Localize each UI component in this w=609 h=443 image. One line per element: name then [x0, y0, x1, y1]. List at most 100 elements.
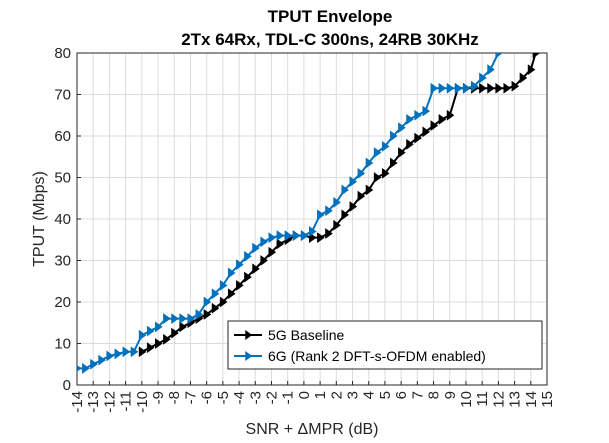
data-point-marker [260, 236, 269, 248]
y-tick-label: 40 [54, 211, 71, 228]
x-tick-label: -3 [247, 391, 264, 404]
data-point-marker [462, 82, 471, 94]
legend-label-6g: 6G (Rank 2 DFT-s-OFDM enabled) [268, 348, 486, 364]
data-point-marker [422, 105, 431, 117]
x-tick-label: 0 [296, 391, 313, 399]
x-tick-label: -7 [182, 391, 199, 404]
x-tick-label: 7 [409, 391, 426, 399]
x-tick-label: 8 [426, 391, 443, 399]
data-point-marker [333, 219, 341, 231]
y-tick-label: 80 [54, 45, 71, 62]
data-point-marker [130, 346, 139, 358]
x-tick-label: -4 [231, 391, 248, 404]
data-point-marker [414, 132, 423, 144]
data-point-marker [357, 167, 366, 179]
data-point-marker [341, 184, 350, 196]
x-tick-label: 12 [490, 391, 507, 408]
data-point-marker [365, 184, 374, 196]
data-point-marker [179, 313, 188, 325]
data-point-marker [163, 313, 171, 325]
data-point-marker [236, 259, 244, 271]
data-point-marker [98, 354, 106, 366]
data-point-marker [519, 72, 528, 84]
data-point-marker [77, 365, 82, 372]
data-point-marker [114, 348, 123, 360]
y-tick-label: 20 [54, 294, 71, 311]
data-point-marker [373, 147, 382, 159]
data-point-marker [187, 313, 196, 325]
x-tick-label: 2 [328, 391, 345, 399]
data-point-marker [122, 346, 131, 358]
data-point-marker [373, 172, 382, 183]
x-tick-label: -9 [150, 391, 167, 404]
y-tick-label: 60 [54, 128, 71, 145]
data-point-marker [471, 80, 479, 92]
data-point-marker [349, 201, 358, 213]
y-tick-label: 50 [54, 170, 71, 187]
data-point-marker [276, 238, 285, 250]
x-tick-label: 3 [345, 391, 362, 399]
data-point-marker [171, 327, 179, 339]
x-tick-label: -14 [69, 391, 86, 413]
data-point-marker [406, 138, 414, 150]
data-point-marker [414, 109, 423, 121]
data-point-marker [244, 271, 252, 283]
data-point-marker [504, 40, 511, 50]
data-point-marker [390, 130, 398, 142]
data-point-marker [146, 325, 155, 337]
data-point-marker [390, 157, 398, 169]
data-point-marker [155, 338, 163, 349]
data-point-marker [511, 80, 520, 92]
x-tick-label: 6 [393, 391, 410, 399]
data-point-marker [495, 82, 504, 94]
data-point-marker [211, 302, 220, 314]
data-point-marker [300, 230, 309, 242]
data-point-marker [163, 333, 171, 345]
legend-swatch-marker [245, 351, 253, 361]
x-tick-label: 11 [474, 391, 491, 407]
data-point-marker [203, 296, 212, 308]
data-point-marker [365, 157, 374, 169]
data-point-marker [138, 346, 147, 358]
data-point-marker [179, 321, 188, 333]
series-1 [77, 40, 511, 374]
x-tick-label: -11 [118, 391, 135, 412]
data-point-marker [479, 72, 487, 84]
data-point-marker [227, 267, 236, 279]
chart-title-line-1: TPUT Envelope [268, 7, 393, 26]
x-tick-label: -12 [101, 391, 118, 413]
data-point-marker [219, 279, 228, 291]
series-layer [77, 40, 541, 374]
data-point-marker [341, 209, 350, 221]
data-point-marker [398, 122, 406, 134]
y-tick-label: 30 [54, 253, 71, 270]
legend-box [227, 320, 543, 370]
data-point-marker [219, 296, 228, 308]
data-point-marker [454, 82, 463, 94]
data-point-marker [430, 82, 439, 94]
x-tick-label: 9 [442, 391, 459, 399]
data-point-marker [309, 225, 317, 237]
data-point-marker [227, 288, 236, 300]
data-point-marker [495, 53, 504, 59]
legend: 5G Baseline 6G (Rank 2 DFT-s-OFDM enable… [227, 320, 543, 370]
x-tick-label: 5 [377, 391, 394, 399]
data-point-marker [90, 358, 98, 370]
legend-swatch-marker [245, 330, 253, 340]
data-point-marker [527, 64, 536, 76]
x-tick-label: -13 [85, 391, 102, 413]
data-point-marker [430, 120, 439, 132]
x-tick-label: 14 [523, 391, 540, 408]
y-tick-label: 0 [63, 377, 71, 394]
data-point-marker [479, 82, 487, 94]
data-point-marker [236, 279, 244, 291]
data-point-marker [211, 288, 220, 300]
data-point-marker [292, 230, 301, 242]
x-tick-label: 15 [539, 391, 556, 408]
data-point-marker [195, 308, 204, 320]
data-point-marker [146, 342, 155, 354]
y-axis-label: TPUT (Mbps) [31, 171, 48, 267]
x-tick-label: -10 [134, 391, 151, 413]
